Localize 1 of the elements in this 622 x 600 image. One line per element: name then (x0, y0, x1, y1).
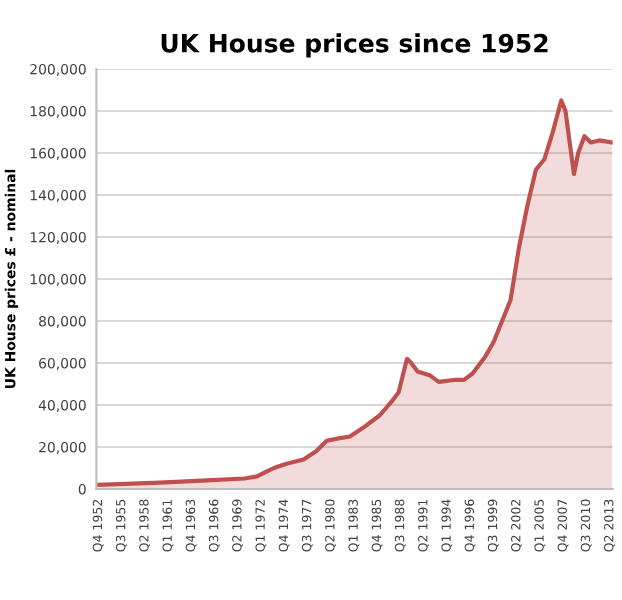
chart-title: UK House prices since 1952 (161, 33, 548, 58)
